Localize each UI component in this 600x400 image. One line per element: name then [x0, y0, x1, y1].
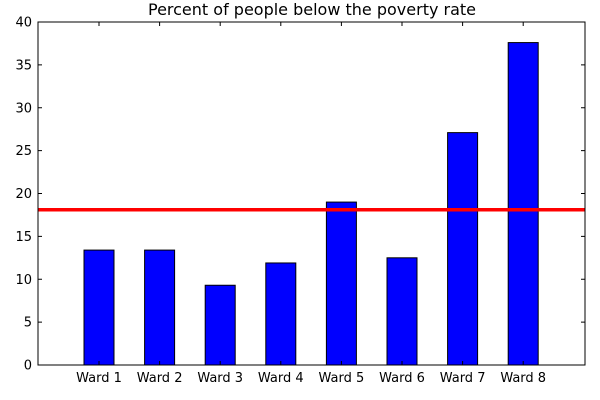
y-tick-label: 35 [15, 58, 32, 73]
bar-ward-4 [265, 262, 297, 366]
y-tick-label: 20 [15, 187, 32, 202]
axes-frame [37, 21, 586, 366]
x-tick-label: Ward 7 [440, 371, 486, 386]
x-tick-label: Ward 3 [197, 371, 243, 386]
bar-ward-7 [447, 132, 479, 366]
y-tick-label: 25 [15, 144, 32, 159]
y-tick-label: 30 [15, 101, 32, 116]
bar-ward-3 [204, 284, 236, 366]
bar-ward-8 [507, 42, 539, 366]
y-tick-label: 40 [15, 16, 32, 31]
bar-ward-5 [325, 201, 357, 366]
x-tick-label: Ward 8 [500, 371, 546, 386]
x-tick-label: Ward 6 [379, 371, 425, 386]
plot-area: Ward 1 Ward 2 Ward 3 Ward 4 Ward 5 Ward 6 Ward… [15, 16, 586, 386]
x-tick-label: Ward 1 [76, 371, 122, 386]
y-tick-label: 0 [24, 359, 32, 374]
bar-ward-1 [83, 249, 115, 366]
x-tick-label: Ward 2 [137, 371, 183, 386]
y-tick-label: 10 [15, 273, 32, 288]
y-tick-label: 15 [15, 230, 32, 245]
x-tick-label: Ward 5 [319, 371, 365, 386]
y-tick-label: 5 [24, 316, 32, 331]
bar-ward-2 [144, 249, 176, 366]
chart-title: Percent of people below the poverty rate [148, 0, 476, 19]
bar-ward-6 [386, 257, 418, 366]
x-tick-label: Ward 4 [258, 371, 304, 386]
